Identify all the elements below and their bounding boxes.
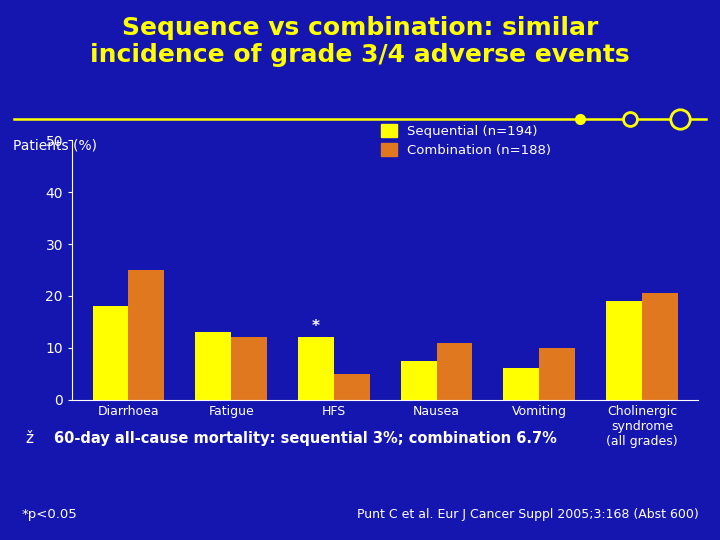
Text: ž: ž [25, 431, 33, 447]
Bar [436, 342, 472, 400]
Text: Patients (%): Patients (%) [14, 139, 97, 153]
Bar [503, 368, 539, 400]
Bar [642, 293, 678, 400]
Bar [606, 301, 642, 400]
Bar [334, 374, 370, 400]
Text: *p<0.05: *p<0.05 [22, 508, 77, 521]
Bar [195, 332, 231, 400]
Bar [298, 338, 334, 400]
Text: 60-day all-cause mortality: sequential 3%; combination 6.7%: 60-day all-cause mortality: sequential 3… [54, 431, 557, 447]
Text: Sequence vs combination: similar
incidence of grade 3/4 adverse events: Sequence vs combination: similar inciden… [90, 16, 630, 68]
Bar [93, 306, 128, 400]
Bar [231, 338, 267, 400]
Text: *: * [312, 319, 320, 334]
Text: Punt C et al. Eur J Cancer Suppl 2005;3:168 (Abst 600): Punt C et al. Eur J Cancer Suppl 2005;3:… [356, 508, 698, 521]
Bar [128, 270, 164, 400]
Legend: Sequential (n=194), Combination (n=188): Sequential (n=194), Combination (n=188) [381, 124, 552, 157]
Bar [539, 348, 575, 400]
Bar [400, 361, 436, 400]
